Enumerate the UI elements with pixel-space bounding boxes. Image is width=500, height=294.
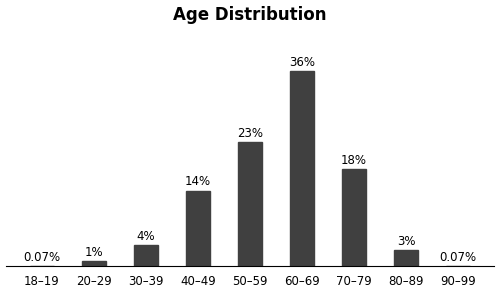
Bar: [290, 71, 314, 266]
Text: 4%: 4%: [136, 230, 156, 243]
Bar: [394, 250, 417, 266]
Text: 23%: 23%: [237, 126, 263, 140]
Title: Age Distribution: Age Distribution: [174, 6, 327, 24]
Bar: [342, 169, 365, 266]
Text: 36%: 36%: [289, 56, 315, 69]
Text: 3%: 3%: [397, 235, 415, 248]
Text: 0.07%: 0.07%: [24, 251, 60, 264]
Bar: [82, 261, 106, 266]
Text: 18%: 18%: [341, 154, 367, 167]
Bar: [186, 191, 210, 266]
Bar: [238, 142, 262, 266]
Text: 1%: 1%: [84, 246, 103, 259]
Bar: [134, 245, 158, 266]
Text: 14%: 14%: [185, 175, 211, 188]
Text: 0.07%: 0.07%: [440, 251, 476, 264]
